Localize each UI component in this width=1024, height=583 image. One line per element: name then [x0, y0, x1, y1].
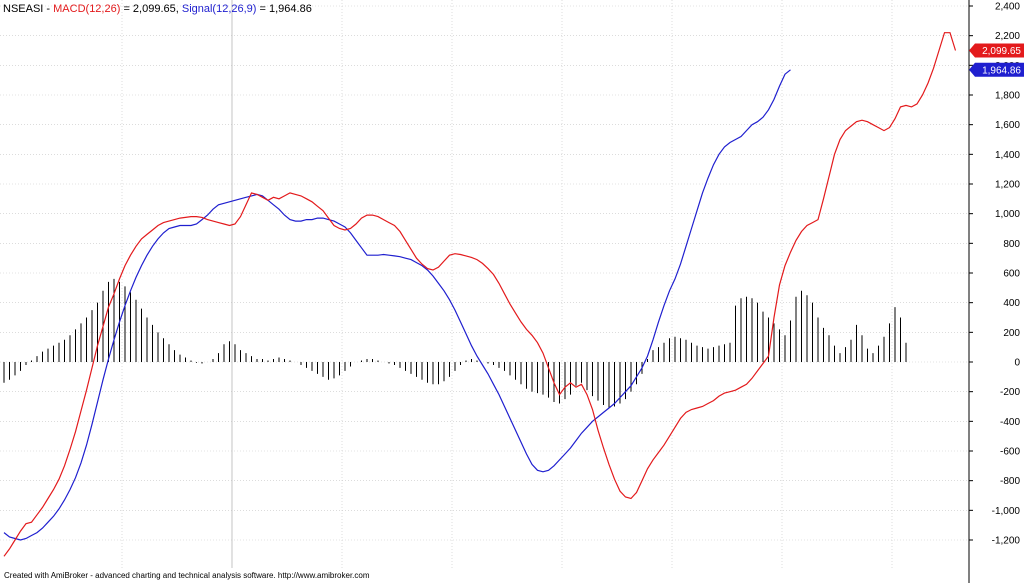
y-tick-label: 400 [1003, 298, 1020, 309]
y-tick-label: 1,800 [995, 91, 1020, 102]
signal-value-tag-text: 1,964.86 [982, 65, 1021, 76]
y-tick-label: -600 [1000, 447, 1020, 458]
signal-value-tag: 1,964.86 [969, 62, 1024, 77]
y-tick-label: 0 [1014, 358, 1020, 369]
macd-value-tag-bg [969, 43, 1024, 58]
y-tick-label: -400 [1000, 417, 1020, 428]
macd-label: MACD(12,26) [53, 3, 121, 15]
footer-credit: Created with AmiBroker - advanced charti… [4, 571, 370, 580]
macd-value-tag: 2,099.65 [969, 43, 1024, 58]
y-tick-label: 1,600 [995, 120, 1020, 131]
title-separator: - [43, 3, 54, 15]
y-tick-label: 600 [1003, 269, 1020, 280]
y-tick-label: 1,200 [995, 180, 1020, 191]
y-tick-label: 2,400 [995, 2, 1020, 13]
y-tick-label: 2,200 [995, 31, 1020, 42]
y-tick-label: -1,000 [992, 506, 1021, 517]
grid-lines [0, 0, 968, 568]
y-tick-label: 1,400 [995, 150, 1020, 161]
y-tick-label: -800 [1000, 476, 1020, 487]
y-axis: 2,4002,2002,0001,8001,6001,4001,2001,000… [969, 2, 1020, 547]
macd-value-tag-text: 2,099.65 [982, 46, 1021, 57]
y-tick-label: 1,000 [995, 209, 1020, 220]
signal-value-tag-bg [969, 62, 1024, 77]
signal-label: Signal(12,26,9) [181, 3, 257, 15]
y-tick-label: -1,200 [992, 536, 1021, 547]
macd-histogram [3, 278, 907, 408]
signal-line [3, 69, 791, 541]
chart-title: NSEASI - MACD(12,26) = 2,099.65, Signal(… [3, 3, 312, 15]
macd-value: = 2,099.65, [120, 3, 182, 15]
signal-value: = 1,964.86 [256, 3, 312, 15]
y-tick-label: -200 [1000, 387, 1020, 398]
y-tick-label: 800 [1003, 239, 1020, 250]
macd-line [3, 32, 957, 557]
symbol-name: NSEASI [3, 3, 44, 15]
y-tick-label: 200 [1003, 328, 1020, 339]
value-tags: 2,099.65 1,964.86 [969, 43, 1024, 77]
